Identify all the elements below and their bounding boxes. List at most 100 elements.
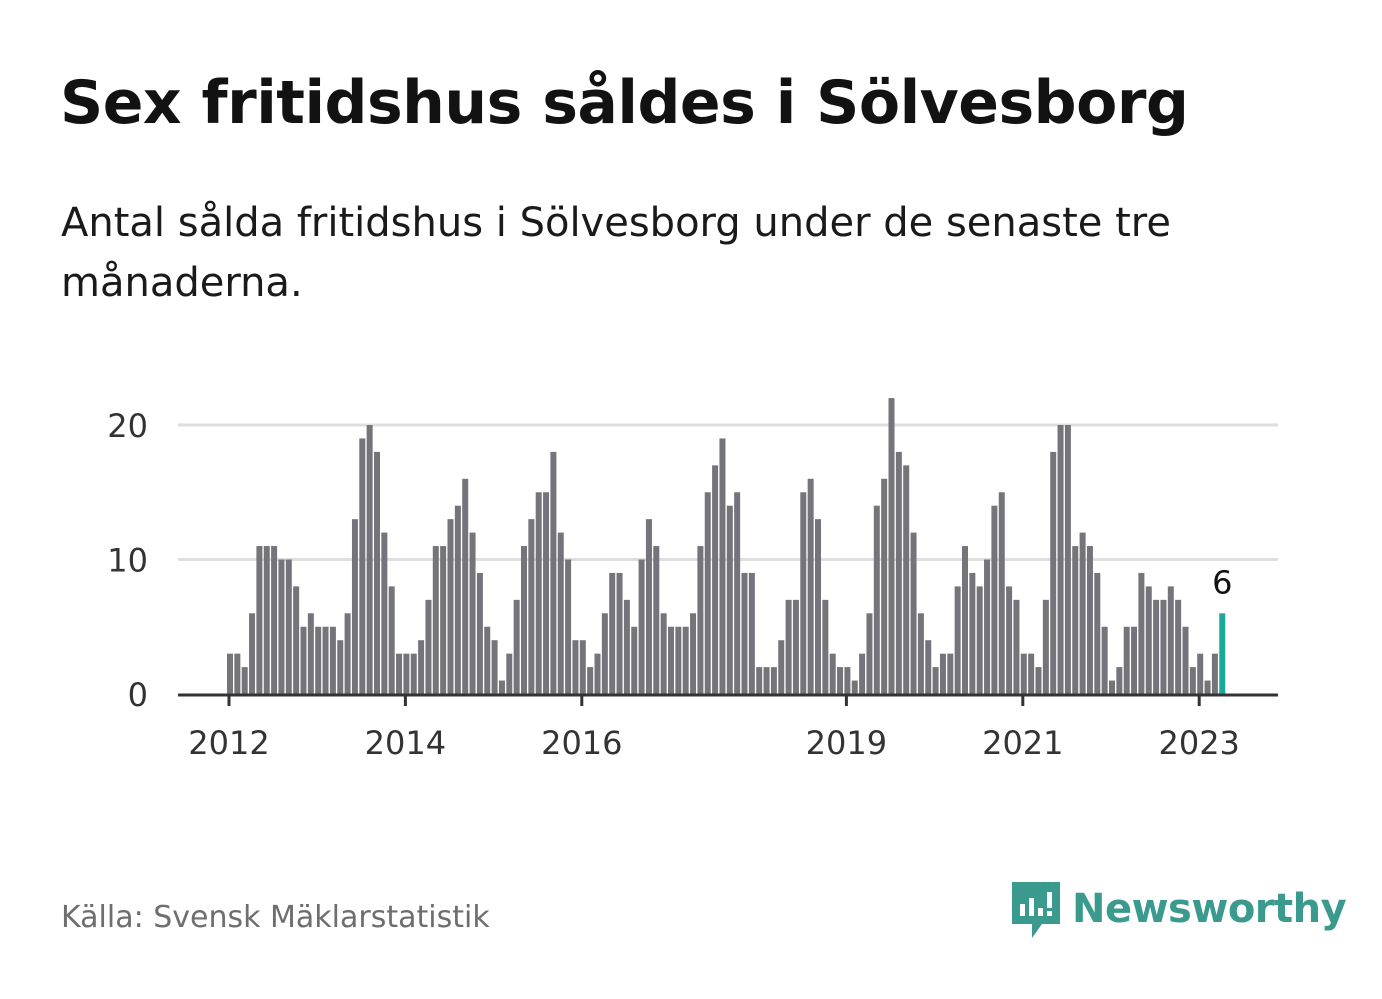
bar: [976, 586, 983, 694]
bar: [616, 572, 623, 694]
x-tick-label: 2014: [365, 724, 446, 762]
bar: [756, 667, 763, 694]
bar-highlight: [1219, 613, 1226, 694]
bar: [969, 572, 976, 694]
bar: [594, 653, 601, 694]
bar: [440, 546, 447, 694]
bar: [660, 613, 667, 694]
bar: [785, 599, 792, 694]
bar: [734, 492, 741, 694]
y-tick-label: 10: [107, 542, 148, 580]
bar: [690, 613, 697, 694]
bar: [543, 492, 550, 694]
bar: [359, 438, 366, 694]
bar: [741, 572, 748, 694]
bar: [293, 586, 300, 694]
bar: [329, 626, 336, 694]
bar: [307, 613, 314, 694]
bar: [1035, 667, 1042, 694]
bar: [962, 546, 968, 694]
bar: [550, 451, 557, 694]
bar: [851, 680, 858, 694]
x-tick-label: 2023: [1158, 724, 1239, 762]
bar: [322, 626, 329, 694]
chart-subtitle: Antal sålda fritidshus i Sölvesborg unde…: [61, 200, 1171, 306]
bar: [668, 626, 674, 694]
bar: [484, 626, 491, 694]
bar-chart: 0 10 20 6 2012 2014 2016 2019 2021 2023: [107, 398, 1278, 762]
bar: [263, 546, 270, 694]
bar: [947, 653, 954, 694]
bar: [1211, 653, 1218, 694]
bar: [1145, 586, 1152, 694]
bar: [984, 559, 991, 694]
brand-name: Newsworthy: [1072, 886, 1347, 932]
bar: [337, 640, 344, 694]
bar: [631, 626, 638, 694]
bar: [903, 465, 910, 694]
source-note: Källa: Svensk Mäklarstatistik: [61, 900, 490, 935]
bar: [300, 626, 307, 694]
bar: [829, 653, 836, 694]
bar: [682, 626, 689, 694]
bar: [381, 532, 388, 694]
bar: [601, 613, 608, 694]
bar: [1123, 626, 1130, 694]
bar: [1028, 653, 1035, 694]
bar: [1013, 599, 1020, 694]
bar: [432, 546, 439, 694]
bar: [778, 640, 785, 694]
bar: [447, 519, 454, 694]
bar: [954, 586, 961, 694]
bar: [917, 613, 924, 694]
y-tick-label: 0: [128, 676, 148, 714]
bar: [572, 640, 579, 694]
bar: [491, 640, 498, 694]
newsworthy-logo-icon: [1012, 882, 1060, 938]
bar: [623, 599, 630, 694]
bar: [822, 599, 829, 694]
bar: [726, 505, 733, 694]
bar: [535, 492, 542, 694]
y-tick-label: 20: [107, 407, 148, 445]
bar: [256, 546, 263, 694]
bars: [227, 398, 1226, 694]
axes: 0 10 20 6 2012 2014 2016 2019 2021 2023: [107, 407, 1278, 762]
bar: [344, 613, 351, 694]
bar: [1079, 532, 1086, 694]
value-label: 6: [1212, 563, 1232, 601]
bar: [645, 519, 652, 694]
bar: [403, 653, 410, 694]
bar: [418, 640, 425, 694]
bar: [454, 505, 461, 694]
bar: [881, 478, 888, 694]
bar: [991, 505, 998, 694]
bar: [1160, 599, 1167, 694]
bar: [425, 599, 432, 694]
bar: [1182, 626, 1189, 694]
bar: [675, 626, 682, 694]
bar: [1050, 451, 1057, 694]
bar: [1086, 546, 1093, 694]
bar: [278, 559, 285, 694]
bar: [653, 546, 660, 694]
bar: [227, 653, 233, 694]
bar: [285, 559, 292, 694]
bar: [366, 425, 373, 694]
bar: [704, 492, 711, 694]
bar: [815, 519, 821, 694]
bar: [506, 653, 513, 694]
bar: [712, 465, 719, 694]
bar: [697, 546, 704, 694]
bar: [1131, 626, 1138, 694]
bar: [638, 559, 645, 694]
bar: [1167, 586, 1174, 694]
bar: [888, 398, 895, 694]
bar: [1057, 425, 1064, 694]
bar: [234, 653, 241, 694]
bar: [1006, 586, 1013, 694]
bar: [925, 640, 932, 694]
bar: [388, 586, 395, 694]
bar: [1020, 653, 1027, 694]
bar: [1138, 572, 1145, 694]
